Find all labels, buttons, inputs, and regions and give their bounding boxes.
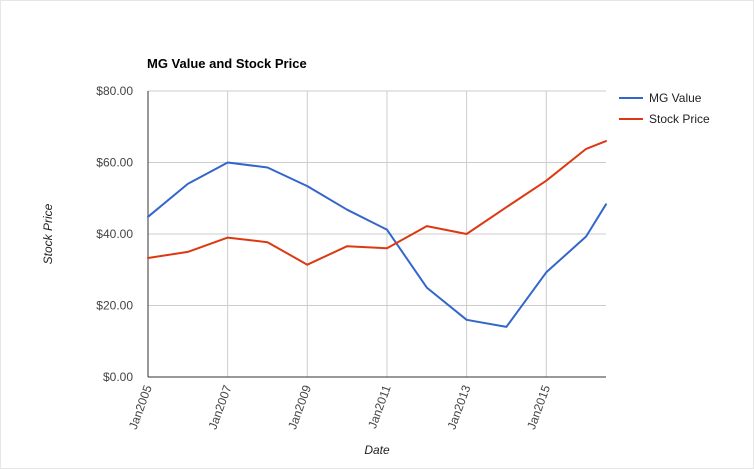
x-tick-label: Jan2009 (285, 383, 314, 431)
series-line-stock-price (147, 140, 607, 266)
y-tick-label: $20.00 (96, 299, 133, 313)
y-tick-label: $80.00 (96, 84, 133, 98)
x-tick-label: Jan2011 (365, 383, 394, 431)
legend-label-mg-value: MG Value (649, 91, 702, 105)
legend: MG Value Stock Price (619, 91, 710, 126)
x-tick-label: Jan2015 (524, 383, 553, 431)
legend-label-stock-price: Stock Price (649, 112, 710, 126)
sheet-gridline (0, 0, 1, 469)
series-layer (147, 140, 607, 328)
x-axis-label: Date (364, 443, 390, 457)
y-tick-label: $40.00 (96, 227, 133, 241)
y-axis-label: Stock Price (41, 203, 55, 264)
x-tick-label: Jan2007 (206, 383, 235, 431)
grid-layer (148, 90, 606, 377)
y-tick-label: $60.00 (96, 156, 133, 170)
chart-title: MG Value and Stock Price (147, 56, 307, 71)
x-tick-label: Jan2005 (126, 383, 155, 431)
y-tick-label: $0.00 (103, 370, 133, 384)
x-tick-label: Jan2013 (445, 383, 474, 431)
series-line-mg-value (147, 161, 607, 328)
axis-layer: $0.00 $20.00 $40.00 $60.00 $80.00 Jan2005 Jan2… (96, 84, 606, 431)
sheet-gridline (0, 0, 754, 1)
